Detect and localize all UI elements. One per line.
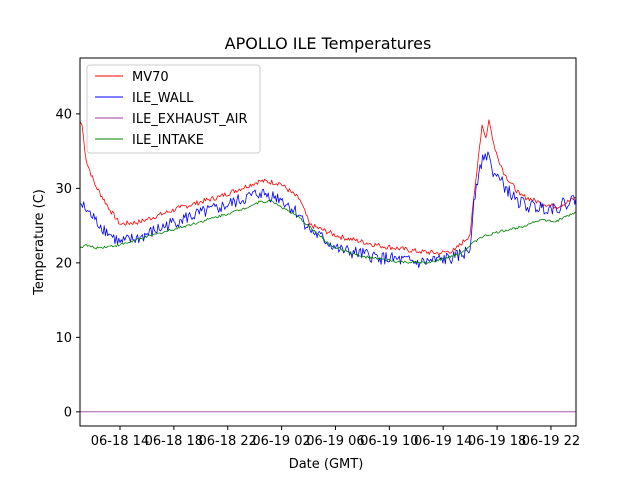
- x-tick-label: 06-18 14: [91, 434, 149, 449]
- y-axis: 0 10 20 30 40: [55, 107, 80, 420]
- series-line-mv70: [79, 119, 577, 256]
- x-tick-label: 06-19 06: [306, 434, 364, 449]
- x-tick-label: 06-18 22: [199, 434, 257, 449]
- legend: MV70 ILE_WALL ILE_EXHAUST_AIR ILE_INTAKE: [86, 64, 261, 154]
- x-tick-label: 06-19 22: [522, 434, 580, 449]
- axes-frame: [79, 57, 577, 427]
- y-tick-label: 20: [55, 256, 72, 271]
- legend-label-mv70: MV70: [132, 70, 169, 85]
- y-tick-label: 30: [55, 182, 72, 197]
- plot-area: [79, 119, 577, 413]
- y-tick-label: 40: [55, 107, 72, 122]
- x-tick-label: 06-19 14: [414, 434, 472, 449]
- y-axis-title: Temperature (C): [32, 189, 47, 296]
- x-axis-title: Date (GMT): [289, 457, 364, 472]
- chart-title: APOLLO ILE Temperatures: [225, 34, 432, 53]
- y-tick-label: 0: [64, 405, 72, 420]
- legend-label-ile-exhaust-air: ILE_EXHAUST_AIR: [132, 112, 248, 127]
- legend-label-ile-wall: ILE_WALL: [132, 91, 194, 106]
- legend-label-ile-intake: ILE_INTAKE: [132, 133, 204, 148]
- legend-box: [86, 64, 261, 154]
- series-line-ile-intake: [79, 199, 577, 265]
- y-tick-label: 10: [55, 331, 72, 346]
- x-tick-label: 06-19 18: [468, 434, 526, 449]
- x-tick-label: 06-18 18: [145, 434, 203, 449]
- x-tick-label: 06-19 02: [252, 434, 310, 449]
- series-line-ile-wall: [79, 151, 577, 268]
- x-tick-label: 06-19 10: [360, 434, 418, 449]
